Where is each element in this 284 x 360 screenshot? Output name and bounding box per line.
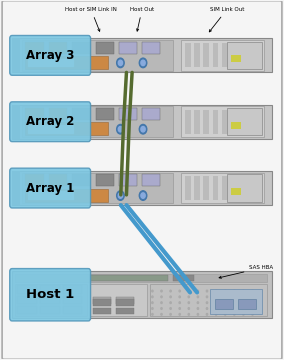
Bar: [222, 176, 227, 200]
Circle shape: [206, 308, 208, 309]
Circle shape: [188, 302, 189, 303]
Bar: [173, 275, 194, 281]
Bar: [231, 55, 241, 62]
Bar: [95, 175, 114, 186]
Circle shape: [234, 314, 235, 315]
Bar: [142, 108, 160, 120]
Circle shape: [206, 290, 208, 292]
Circle shape: [170, 308, 171, 309]
Circle shape: [234, 302, 235, 303]
Circle shape: [243, 308, 244, 309]
Bar: [210, 289, 262, 314]
Circle shape: [117, 125, 124, 134]
Bar: [185, 176, 191, 200]
Bar: [72, 42, 90, 54]
Circle shape: [225, 302, 226, 303]
Bar: [25, 56, 108, 69]
Bar: [231, 122, 241, 129]
Bar: [63, 296, 82, 304]
Circle shape: [118, 193, 123, 198]
Circle shape: [170, 296, 171, 298]
Bar: [181, 107, 264, 137]
Bar: [95, 108, 114, 120]
Circle shape: [188, 314, 189, 315]
FancyBboxPatch shape: [10, 36, 91, 75]
Bar: [227, 42, 262, 69]
Bar: [181, 173, 264, 203]
Bar: [14, 284, 87, 316]
Bar: [240, 44, 246, 67]
FancyBboxPatch shape: [10, 102, 91, 141]
Circle shape: [197, 290, 199, 292]
Circle shape: [243, 302, 244, 303]
FancyBboxPatch shape: [10, 168, 91, 208]
Circle shape: [117, 191, 124, 200]
Circle shape: [252, 296, 253, 298]
Bar: [93, 297, 111, 304]
Bar: [142, 175, 160, 186]
Circle shape: [141, 60, 145, 66]
Bar: [12, 105, 272, 139]
Bar: [22, 173, 173, 203]
Bar: [90, 275, 168, 281]
Bar: [63, 306, 82, 314]
Circle shape: [152, 308, 153, 309]
Circle shape: [152, 302, 153, 303]
Bar: [213, 176, 218, 200]
Bar: [194, 176, 200, 200]
Circle shape: [225, 296, 226, 298]
Circle shape: [206, 296, 208, 298]
Text: Host or SIM Link IN: Host or SIM Link IN: [65, 7, 117, 31]
Circle shape: [179, 308, 180, 309]
Bar: [249, 176, 255, 200]
Bar: [119, 108, 137, 120]
Circle shape: [152, 314, 153, 315]
Bar: [116, 297, 134, 304]
Circle shape: [141, 193, 145, 198]
Bar: [12, 105, 20, 139]
Bar: [227, 175, 262, 202]
Bar: [12, 39, 272, 72]
Circle shape: [234, 290, 235, 292]
Circle shape: [161, 296, 162, 298]
Bar: [17, 306, 37, 314]
Text: SIM Link Out: SIM Link Out: [209, 7, 244, 32]
Bar: [72, 108, 90, 120]
Bar: [238, 300, 256, 309]
Circle shape: [161, 302, 162, 303]
Circle shape: [243, 296, 244, 298]
Bar: [40, 285, 60, 294]
Circle shape: [161, 290, 162, 292]
Bar: [240, 110, 246, 134]
Bar: [231, 44, 237, 67]
Text: Host 1: Host 1: [26, 288, 74, 301]
Bar: [142, 42, 160, 54]
Bar: [181, 40, 264, 71]
Bar: [22, 40, 173, 71]
Circle shape: [139, 125, 147, 134]
Bar: [12, 171, 20, 205]
Circle shape: [197, 302, 199, 303]
Bar: [93, 308, 111, 314]
Circle shape: [216, 314, 217, 315]
Bar: [203, 44, 209, 67]
Bar: [12, 171, 272, 205]
Circle shape: [216, 308, 217, 309]
Bar: [14, 274, 267, 282]
Circle shape: [179, 290, 180, 292]
Bar: [28, 125, 74, 134]
Circle shape: [170, 314, 171, 315]
FancyBboxPatch shape: [10, 269, 91, 321]
Bar: [90, 284, 147, 316]
Bar: [213, 110, 218, 134]
Bar: [49, 42, 67, 54]
Circle shape: [139, 191, 147, 200]
Circle shape: [170, 290, 171, 292]
Circle shape: [225, 314, 226, 315]
Bar: [222, 44, 227, 67]
Bar: [72, 175, 90, 186]
Bar: [95, 42, 114, 54]
Bar: [194, 44, 200, 67]
Bar: [12, 39, 20, 72]
